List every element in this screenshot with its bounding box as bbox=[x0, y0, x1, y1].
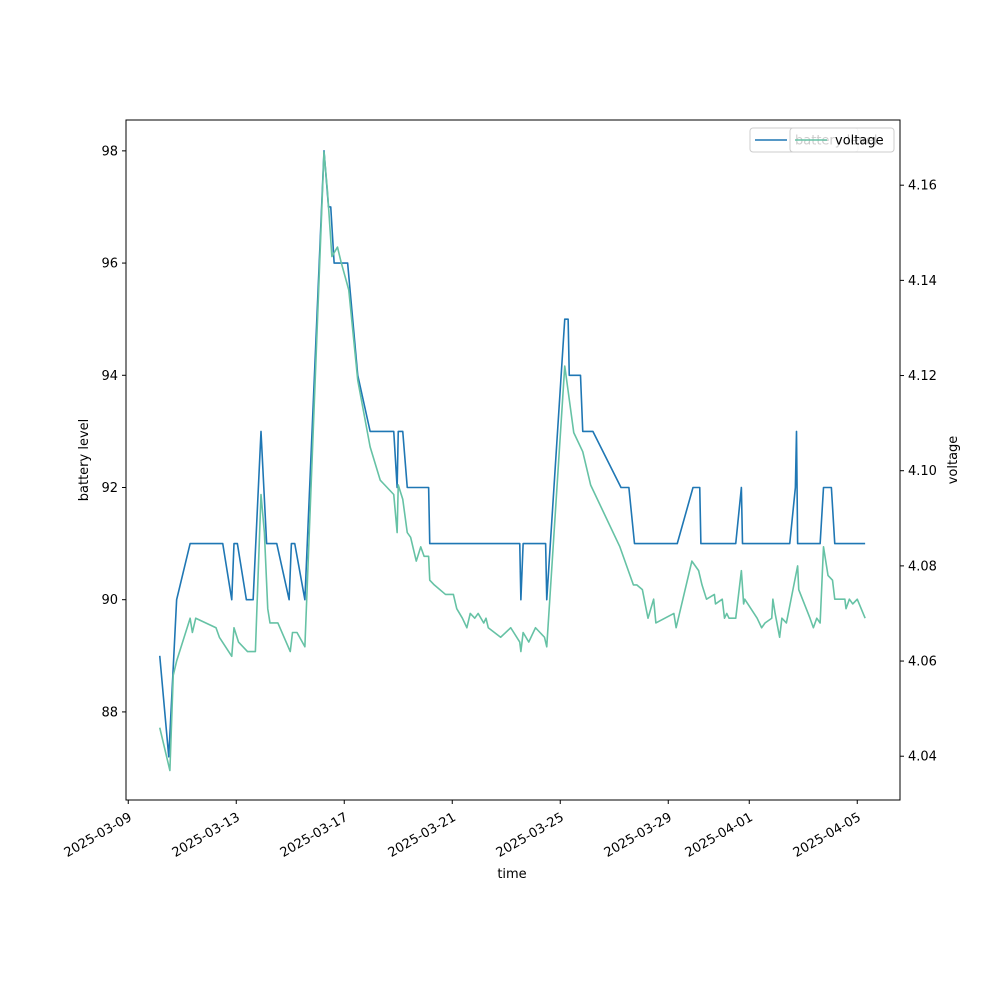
y-tick-label: 88 bbox=[101, 705, 118, 720]
legend-box bbox=[789, 127, 895, 153]
x-tick-label: 2025-04-01 bbox=[683, 810, 756, 861]
x-tick-label: 2025-03-29 bbox=[602, 810, 675, 861]
y2-tick-label: 4.16 bbox=[908, 179, 937, 194]
x-tick-label: 2025-03-13 bbox=[170, 810, 243, 861]
y2-tick-label: 4.14 bbox=[908, 274, 937, 289]
y2-tick-label: 4.12 bbox=[908, 369, 937, 384]
y2-tick-label: 4.04 bbox=[908, 750, 937, 765]
y-tick-label: 92 bbox=[101, 481, 118, 496]
y2-tick-label: 4.10 bbox=[908, 464, 937, 479]
y2-axis-label: voltage bbox=[946, 436, 961, 485]
x-tick-label: 2025-04-05 bbox=[791, 810, 864, 861]
plot-frame bbox=[125, 119, 901, 801]
x-tick-label: 2025-03-17 bbox=[278, 810, 351, 861]
x-tick-label: 2025-03-09 bbox=[62, 810, 135, 861]
y-tick-label: 90 bbox=[101, 593, 118, 608]
x-tick-label: 2025-03-21 bbox=[386, 810, 459, 861]
y-tick-label: 94 bbox=[101, 369, 118, 384]
y-tick-label: 98 bbox=[101, 144, 118, 159]
series-line bbox=[158, 151, 866, 772]
y-axis-label: battery level bbox=[77, 419, 92, 502]
y2-tick-label: 4.06 bbox=[908, 655, 937, 670]
x-axis-label: time bbox=[497, 867, 526, 882]
y2-tick-label: 4.08 bbox=[908, 559, 937, 574]
y-tick-label: 96 bbox=[101, 257, 118, 272]
legend-label: voltage bbox=[835, 134, 884, 149]
x-tick-label: 2025-03-25 bbox=[494, 810, 567, 861]
series-line bbox=[158, 150, 866, 758]
legend: voltage bbox=[789, 127, 895, 153]
